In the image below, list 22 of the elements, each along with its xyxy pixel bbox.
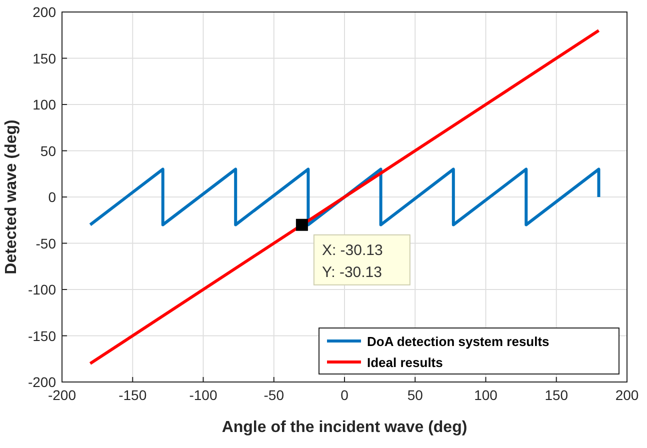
y-axis-title: Detected wave (deg): [3, 120, 20, 274]
x-tick-label: 0: [340, 387, 349, 403]
x-tick-label: 200: [615, 387, 639, 403]
x-tick-label: 50: [407, 387, 424, 403]
x-tick-label: 100: [474, 387, 498, 403]
y-tick-label: 150: [32, 50, 56, 66]
y-tick-label: 50: [40, 142, 56, 159]
x-tick-label: 150: [544, 387, 568, 403]
x-tick-label: -150: [118, 387, 147, 403]
y-tick-label: 200: [32, 4, 56, 20]
y-tick-label: 100: [32, 96, 56, 112]
y-tick-label: -100: [28, 282, 56, 298]
y-tick-label: -200: [28, 374, 56, 390]
y-tick-label: -150: [28, 328, 56, 344]
y-tick-label: 0: [48, 189, 56, 205]
annotation: X: -30.13 Y: -30.13: [322, 242, 383, 281]
legend-label: DoA detection system results: [367, 334, 550, 349]
y-tick-label: -50: [36, 235, 56, 252]
x-axis-title: Angle of the incident wave (deg): [222, 419, 468, 436]
legend-label: Ideal results: [367, 355, 443, 370]
x-tick-label: -50: [264, 387, 284, 403]
x-tick-label: -100: [189, 387, 218, 403]
